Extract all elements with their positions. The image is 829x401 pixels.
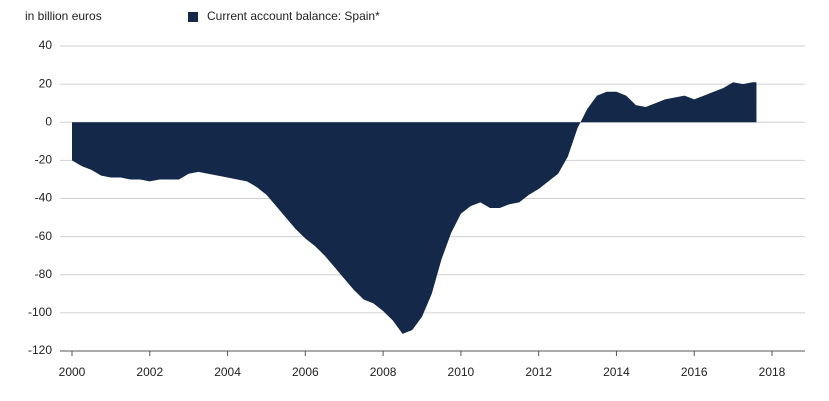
- x-tick-label: 2012: [525, 365, 552, 379]
- y-tick-label: 40: [39, 38, 53, 52]
- y-tick-label: -60: [35, 229, 53, 243]
- x-tick-label: 2004: [214, 365, 241, 379]
- x-tick-label: 2008: [370, 365, 397, 379]
- area: [72, 82, 757, 334]
- x-tick-label: 2016: [681, 365, 708, 379]
- y-axis-label: in billion euros: [25, 9, 102, 23]
- y-tick-label: -80: [35, 267, 53, 281]
- x-tick-label: 2002: [136, 365, 163, 379]
- y-tick-label: -120: [28, 343, 52, 357]
- x-tick-label: 2014: [603, 365, 630, 379]
- x-tick-label: 2010: [448, 365, 475, 379]
- y-tick-label: 0: [45, 114, 52, 128]
- legend-swatch: [188, 12, 198, 22]
- y-tick-label: 20: [39, 76, 53, 90]
- legend-label: Current account balance: Spain*: [207, 9, 380, 23]
- x-tick-label: 2006: [292, 365, 319, 379]
- y-tick-label: -20: [35, 153, 53, 167]
- x-tick-label: 2000: [59, 365, 86, 379]
- y-tick-label: -100: [28, 305, 52, 319]
- y-tick-label: -40: [35, 191, 53, 205]
- x-tick-label: 2018: [759, 365, 786, 379]
